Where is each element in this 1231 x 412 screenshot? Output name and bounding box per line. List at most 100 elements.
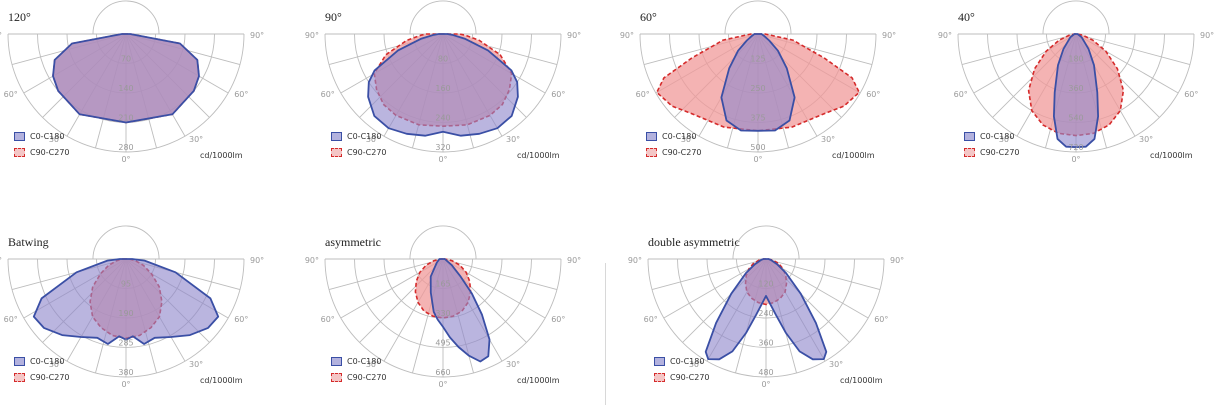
series-c0-c180-curve bbox=[720, 33, 796, 132]
angle-label: 90° bbox=[890, 256, 904, 265]
legend-label: C0-C180 bbox=[30, 131, 65, 141]
angle-label: 30° bbox=[1139, 135, 1153, 144]
ring-value-label: 380 bbox=[118, 368, 133, 377]
ring-value-label: 360 bbox=[758, 339, 773, 348]
angle-label: 90° bbox=[567, 31, 581, 40]
chart-title: 40° bbox=[958, 10, 975, 24]
chart-title: asymmetric bbox=[325, 235, 381, 249]
ring-value-label: 140 bbox=[118, 84, 133, 93]
ring-value-label: 190 bbox=[118, 309, 133, 318]
series-c0-c180-curve bbox=[52, 33, 200, 124]
chart-legend: C0-C180 C90-C270 bbox=[14, 128, 70, 160]
angle-label: 90° bbox=[628, 256, 642, 265]
angle-label: 60° bbox=[954, 90, 968, 99]
angle-label: 60° bbox=[4, 90, 18, 99]
chart-title: Batwing bbox=[8, 235, 49, 249]
ring-value-label: 160 bbox=[435, 84, 450, 93]
ring-value-label: 330 bbox=[435, 309, 450, 318]
legend-c90-c270: C90-C270 bbox=[14, 144, 70, 160]
angle-label: 60° bbox=[551, 315, 565, 324]
legend-c90-c270: C90-C270 bbox=[646, 144, 702, 160]
angle-label: 0° bbox=[761, 380, 770, 389]
legend-label: C90-C270 bbox=[347, 147, 387, 157]
legend-label: C0-C180 bbox=[347, 131, 382, 141]
grid-arc-upper bbox=[409, 0, 477, 35]
legend-c0-c180: C0-C180 bbox=[14, 353, 70, 369]
series-c0-c180-curve bbox=[704, 258, 828, 361]
angle-label: 30° bbox=[506, 135, 520, 144]
angle-label: 60° bbox=[644, 315, 658, 324]
angle-label: 30° bbox=[681, 135, 695, 144]
ring-value-label: 180 bbox=[1068, 55, 1083, 64]
polar-plot: 180 360 540 720 90° 90° 60° 60° 30° 30° 0° bbox=[938, 0, 1214, 164]
chart-legend: C0-C180 C90-C270 bbox=[331, 353, 387, 385]
ring-value-label: 480 bbox=[758, 368, 773, 377]
angle-label: 90° bbox=[882, 31, 896, 40]
angle-label: 0° bbox=[121, 380, 130, 389]
angle-label: 30° bbox=[999, 135, 1013, 144]
angle-label: 90° bbox=[305, 256, 319, 265]
polar-plot: 125 250 375 500 90° 90° 60° 60° 30° 30° 0° bbox=[620, 0, 896, 164]
angle-label: 30° bbox=[821, 135, 835, 144]
ring-value-label: 95 bbox=[121, 280, 131, 289]
angle-label: 90° bbox=[620, 31, 634, 40]
legend-c90-c270: C90-C270 bbox=[331, 369, 387, 385]
chart-title: 90° bbox=[325, 10, 342, 24]
legend-c0-c180: C0-C180 bbox=[646, 128, 702, 144]
angle-label: 60° bbox=[874, 315, 888, 324]
angle-label: 0° bbox=[438, 380, 447, 389]
ring-value-label: 285 bbox=[118, 339, 133, 348]
legend-c0-c180: C0-C180 bbox=[964, 128, 1020, 144]
angle-label: 30° bbox=[189, 135, 203, 144]
polar-plot: 120 240 360 480 90° 90° 60° 60° 30° 30° 0° bbox=[628, 225, 904, 389]
units-label: cd/1000lm bbox=[517, 151, 560, 160]
polar-plot: 165 330 495 660 90° 90° 60° 60° 30° 30° 0° bbox=[305, 225, 581, 389]
legend-swatch bbox=[654, 356, 665, 366]
legend-swatch bbox=[14, 147, 25, 157]
angle-label: 90° bbox=[938, 31, 952, 40]
polar-chart-panel: 120° 70 140 210 280 90° 90° 60° 60° 30° 30° 0° C0-C1… bbox=[0, 0, 264, 166]
polar-chart-panel: 90° 80 160 240 320 90° 90° 60° 60° 30° 30° 0° C0-C18… bbox=[305, 0, 581, 166]
ring-value-label: 125 bbox=[750, 55, 765, 64]
legend-swatch bbox=[14, 131, 25, 141]
legend-swatch bbox=[646, 131, 657, 141]
ring-value-label: 720 bbox=[1068, 143, 1083, 152]
angle-label: 60° bbox=[866, 90, 880, 99]
ring-value-label: 495 bbox=[435, 339, 450, 348]
chart-legend: C0-C180 C90-C270 bbox=[14, 353, 70, 385]
polar-chart-panel: asymmetric 165 330 495 660 90° 90° 60° 60° 30° 30°… bbox=[305, 225, 581, 391]
units-label: cd/1000lm bbox=[1150, 151, 1193, 160]
legend-swatch bbox=[654, 372, 665, 382]
series-c0-c180-curve bbox=[32, 258, 220, 345]
angle-label: 90° bbox=[0, 256, 2, 265]
angle-label: 90° bbox=[250, 256, 264, 265]
grid-spoke bbox=[651, 258, 767, 290]
polar-chart-panel: 60° 125 250 375 500 90° 90° 60° 60° 30° 30° 0° C0-C1… bbox=[620, 0, 896, 166]
ring-value-label: 500 bbox=[750, 143, 765, 152]
legend-label: C0-C180 bbox=[980, 131, 1015, 141]
ring-value-label: 240 bbox=[758, 309, 773, 318]
series-c0-c180-curve bbox=[367, 33, 519, 137]
legend-c0-c180: C0-C180 bbox=[331, 128, 387, 144]
units-label: cd/1000lm bbox=[840, 376, 883, 385]
angle-label: 60° bbox=[234, 315, 248, 324]
angle-label: 90° bbox=[1200, 31, 1214, 40]
legend-label: C90-C270 bbox=[662, 147, 702, 157]
legend-swatch bbox=[964, 147, 975, 157]
angle-label: 60° bbox=[321, 315, 335, 324]
chart-title: double asymmetric bbox=[648, 235, 740, 249]
angle-label: 0° bbox=[121, 155, 130, 164]
angle-label: 60° bbox=[4, 315, 18, 324]
grid-arc-upper bbox=[92, 225, 160, 260]
legend-label: C90-C270 bbox=[980, 147, 1020, 157]
ring-value-label: 375 bbox=[750, 114, 765, 123]
polar-chart-panel: 40° 180 360 540 720 90° 90° 60° 60° 30° 30° 0° C0-C1… bbox=[938, 0, 1214, 166]
angle-label: 60° bbox=[1184, 90, 1198, 99]
polar-plot: 80 160 240 320 90° 90° 60° 60° 30° 30° 0° bbox=[305, 0, 581, 164]
legend-c0-c180: C0-C180 bbox=[14, 128, 70, 144]
units-label: cd/1000lm bbox=[517, 376, 560, 385]
grid-spoke bbox=[1075, 33, 1191, 65]
angle-label: 30° bbox=[829, 360, 843, 369]
legend-swatch bbox=[331, 147, 342, 157]
angle-label: 60° bbox=[551, 90, 565, 99]
